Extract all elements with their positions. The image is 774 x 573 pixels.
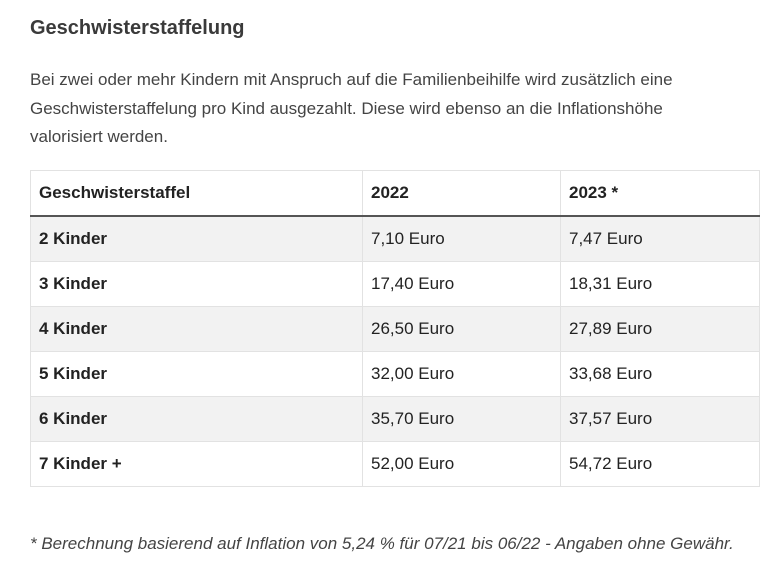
table-cell: 32,00 Euro (362, 351, 561, 397)
table-header-row: Geschwisterstaffel 2022 2023 * (30, 170, 760, 217)
table-row: 6 Kinder 35,70 Euro 37,57 Euro (30, 396, 760, 442)
table-cell: 52,00 Euro (362, 441, 561, 487)
intro-paragraph: Bei zwei oder mehr Kindern mit Anspruch … (30, 70, 673, 146)
table-cell: 35,70 Euro (362, 396, 561, 442)
table-row: 2 Kinder 7,10 Euro 7,47 Euro (30, 215, 760, 262)
table-cell: 17,40 Euro (362, 261, 561, 307)
table-row: 5 Kinder 32,00 Euro 33,68 Euro (30, 351, 760, 397)
table-row: 4 Kinder 26,50 Euro 27,89 Euro (30, 306, 760, 352)
table-cell: 27,89 Euro (560, 306, 760, 352)
row-label: 4 Kinder (30, 306, 363, 352)
table-row: 3 Kinder 17,40 Euro 18,31 Euro (30, 261, 760, 307)
table-cell: 18,31 Euro (560, 261, 760, 307)
column-header: 2022 (362, 170, 561, 217)
footnote: * Berechnung basierend auf Inflation von… (30, 534, 734, 553)
table-cell: 7,47 Euro (560, 215, 760, 262)
table-row: 7 Kinder + 52,00 Euro 54,72 Euro (30, 441, 760, 487)
sibling-bonus-table: Geschwisterstaffel 2022 2023 * 2 Kinder … (30, 170, 760, 487)
table-cell: 33,68 Euro (560, 351, 760, 397)
table-cell: 54,72 Euro (560, 441, 760, 487)
section-heading: Geschwisterstaffelung (30, 17, 245, 39)
table-cell: 26,50 Euro (362, 306, 561, 352)
table-container: Geschwisterstaffel 2022 2023 * 2 Kinder … (30, 170, 760, 487)
column-header: 2023 * (560, 170, 760, 217)
column-header: Geschwisterstaffel (30, 170, 363, 217)
row-label: 7 Kinder + (30, 441, 363, 487)
row-label: 6 Kinder (30, 396, 363, 442)
row-label: 5 Kinder (30, 351, 363, 397)
row-label: 3 Kinder (30, 261, 363, 307)
table-cell: 7,10 Euro (362, 215, 561, 262)
row-label: 2 Kinder (30, 215, 363, 262)
table-cell: 37,57 Euro (560, 396, 760, 442)
